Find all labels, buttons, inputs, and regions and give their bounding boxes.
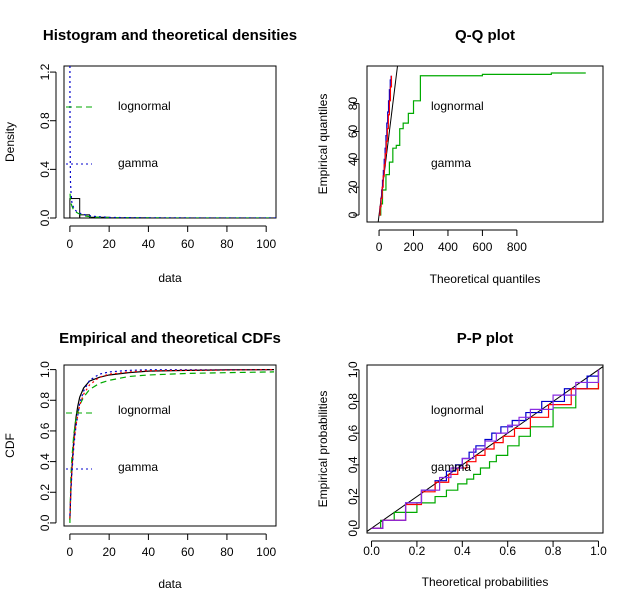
x-tick-label: 0 [376,240,383,254]
x-tick-label: 600 [472,240,492,254]
panel-4-title: P-P plot [457,330,513,347]
series-line-lognormal [69,371,275,523]
panel-4-frame [366,364,604,534]
x-tick-label: 60 [181,545,195,559]
y-tick-label: 0.4 [346,456,360,473]
y-tick-label: 0.4 [38,453,52,470]
y-tick-label: 0.0 [346,520,360,537]
x-tick-label: 0 [67,237,74,251]
y-tick-label: 0.8 [38,112,52,129]
x-tick-label: 0.6 [499,544,516,558]
y-tick-label: 0.6 [346,424,360,441]
y-tick-label: 1.0 [346,361,360,378]
y-axis-label: CDF [3,433,17,458]
legend-label-gamma: gamma [431,460,471,474]
y-tick-label: 0.6 [38,422,52,439]
x-tick-label: 800 [507,240,527,254]
series-line-weibull [69,369,275,519]
x-tick-label: 80 [220,237,234,251]
series-line-gamma [69,66,276,218]
y-tick-label: 0.0 [38,209,52,226]
panel-2-frame [366,65,604,223]
legend-label-gamma: gamma [431,156,471,170]
y-tick-label: 0.2 [346,488,360,505]
panel-3-title: Empirical and theoretical CDFs [59,330,281,347]
series-line-gamma [379,75,392,216]
y-tick-label: 1.2 [38,63,52,80]
legend-label-gamma: gamma [118,460,158,474]
x-tick-label: 80 [220,545,234,559]
y-tick-label: 60 [346,124,360,138]
y-tick-label: 0 [346,211,360,218]
x-tick-label: 0.8 [545,544,562,558]
y-tick-label: 40 [346,152,360,166]
y-tick-label: 0.4 [38,161,52,178]
y-tick-label: 0.2 [38,484,52,501]
legend-label-lognormal: lognormal [431,99,484,113]
panel-3-frame [63,364,277,527]
x-axis-label: data [158,271,182,285]
panel-1-frame [63,65,277,219]
x-tick-label: 60 [181,237,195,251]
legend-label-lognormal: lognormal [118,99,171,113]
x-tick-label: 40 [142,545,156,559]
x-tick-label: 0 [67,545,74,559]
y-axis-label: Density [3,122,17,162]
series-line-lognormal [379,72,586,216]
y-tick-label: 0.8 [38,392,52,409]
panel-2-title: Q-Q plot [455,27,515,44]
x-tick-label: 1.0 [590,544,607,558]
y-tick-label: 0.8 [346,393,360,410]
y-tick-label: 20 [346,180,360,194]
x-tick-label: 100 [256,545,276,559]
x-axis-label: Theoretical probabilities [422,575,549,589]
y-axis-label: Empirical probabilities [316,391,330,508]
y-tick-label: 1.0 [38,361,52,378]
x-tick-label: 20 [102,237,116,251]
series-line-lognormal [69,193,276,218]
y-axis-label: Empirical quantiles [316,94,330,195]
histogram-bar [69,198,81,218]
x-tick-label: 400 [438,240,458,254]
panel-1-title: Histogram and theoretical densities [43,27,297,44]
series-line-weibull [379,75,393,216]
x-tick-label: 100 [256,237,276,251]
series-line-purple [371,369,600,529]
x-tick-label: 0.0 [363,544,380,558]
legend-label-lognormal: lognormal [118,403,171,417]
legend-label-lognormal: lognormal [431,403,484,417]
series-line-lognormal [371,369,600,529]
x-axis-label: data [158,577,182,591]
x-tick-label: 0.4 [454,544,471,558]
series-line-gamma [69,369,275,516]
x-tick-label: 200 [403,240,423,254]
legend-label-gamma: gamma [118,156,158,170]
x-tick-label: 40 [142,237,156,251]
y-tick-label: 80 [346,97,360,111]
y-tick-label: 0.0 [38,514,52,531]
series-line-empirical [69,369,275,520]
x-tick-label: 0.2 [409,544,426,558]
x-axis-label: Theoretical quantiles [430,272,541,286]
x-tick-label: 20 [102,545,116,559]
